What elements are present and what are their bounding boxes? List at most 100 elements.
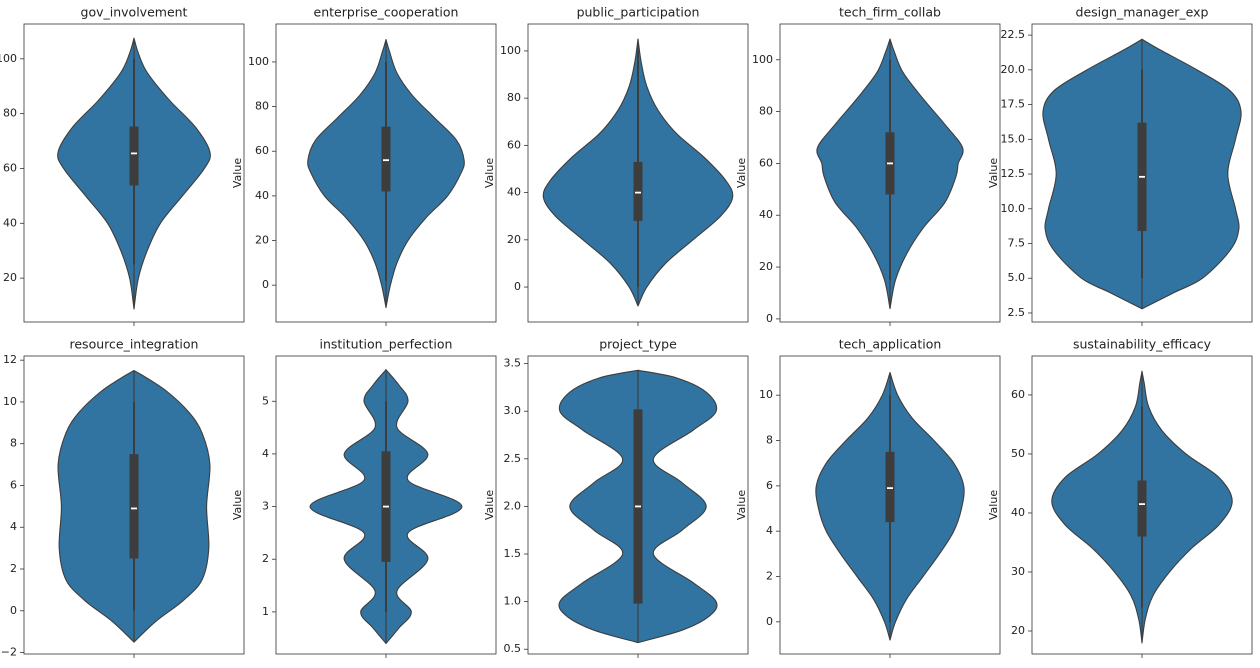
violin-right [1141, 370, 1233, 644]
violin-right [637, 369, 718, 644]
subplot: tech_application Value 0 2 4 6 8 10 [735, 337, 1001, 658]
y-tick-label: 30 [1011, 565, 1025, 578]
chart-title: gov_involvement [81, 5, 188, 20]
subplot: public_participation Value 0 20 40 60 80 100 [483, 5, 749, 326]
y-tick-label: 20 [1011, 624, 1025, 637]
y-tick-label: 4 [10, 520, 17, 533]
y-tick-label: 5.0 [1008, 271, 1026, 284]
violin-left [815, 371, 891, 641]
subplot: resource_integration Value −2 0 2 4 6 8 10 12 [1, 337, 245, 659]
y-tick-label: 60 [1011, 388, 1025, 401]
y-tick-label: 20 [3, 271, 17, 284]
y-tick-label: 60 [759, 156, 773, 169]
y-tick-label: 40 [507, 186, 521, 199]
chart-title: enterprise_cooperation [314, 5, 459, 20]
y-tick-label: 100 [248, 55, 269, 68]
y-tick-label: 0 [766, 312, 773, 325]
chart-title: sustainability_efficacy [1073, 337, 1212, 352]
y-tick-label: 3 [262, 500, 269, 513]
y-tick-label: 40 [255, 189, 269, 202]
y-tick-label: 80 [255, 100, 269, 113]
subplot: project_type Value 0.5 1.0 1.5 2.0 2.5 3.0 3.5 [483, 337, 749, 658]
y-axis-label: Value [987, 158, 1000, 188]
violin-left [542, 38, 639, 307]
box [633, 161, 643, 221]
y-tick-label: 2.5 [1008, 306, 1026, 319]
violin-right [133, 37, 211, 310]
y-tick-label: 0 [514, 280, 521, 293]
y-tick-label: 6 [766, 479, 773, 492]
chart-title: institution_perfection [320, 337, 453, 352]
y-axis-label: Value [231, 158, 244, 188]
y-tick-label: 100 [500, 44, 521, 57]
chart-title: tech_application [839, 337, 942, 352]
y-tick-label: 20 [255, 234, 269, 247]
y-tick-label: 6 [10, 478, 17, 491]
violin-left [558, 369, 639, 644]
y-tick-label: 3.5 [504, 357, 522, 370]
y-axis-label: Value [735, 490, 748, 520]
y-axis-label: Value [483, 158, 496, 188]
violin-right [133, 370, 211, 643]
y-tick-label: 10.0 [1001, 202, 1026, 215]
y-tick-label: 15.0 [1001, 132, 1026, 145]
violin-right [385, 369, 463, 645]
subplot: enterprise_cooperation Value 0 20 40 60 80 100 [231, 5, 497, 326]
y-tick-label: 40 [3, 216, 17, 229]
y-tick-label: 10 [759, 388, 773, 401]
y-axis-label: Value [483, 490, 496, 520]
y-tick-label: 80 [3, 107, 17, 120]
violin-left [309, 369, 387, 645]
violin-right [889, 38, 964, 310]
violin-right [385, 39, 465, 309]
y-axis-label: Value [735, 158, 748, 188]
y-tick-label: 2.5 [504, 452, 522, 465]
y-tick-label: 12.5 [1001, 167, 1026, 180]
y-tick-label: 20 [507, 233, 521, 246]
box [129, 126, 139, 186]
violin-left [307, 39, 387, 309]
y-tick-label: 8 [10, 437, 17, 450]
violin-right [637, 38, 734, 307]
y-tick-label: 2 [10, 562, 17, 575]
y-tick-label: 22.5 [1001, 28, 1026, 41]
y-axis-label: Value [987, 490, 1000, 520]
subplot: gov_involvement Value 20 40 60 80 100 [0, 5, 245, 326]
box [129, 454, 139, 559]
y-tick-label: 80 [759, 105, 773, 118]
subplot: design_manager_exp Value 2.5 5.0 7.5 10.0 12.5… [987, 5, 1253, 326]
y-tick-label: 1 [262, 605, 269, 618]
violin-left [57, 370, 135, 643]
y-tick-label: 100 [0, 52, 17, 65]
y-axis-label: Value [231, 490, 244, 520]
y-tick-label: 100 [752, 53, 773, 66]
y-tick-label: 0 [262, 278, 269, 291]
chart-title: resource_integration [70, 337, 199, 352]
y-tick-label: 5 [262, 394, 269, 407]
subplot: tech_firm_collab Value 0 20 40 60 80 100 [735, 5, 1001, 326]
y-tick-label: 2 [262, 552, 269, 565]
y-tick-label: 60 [255, 144, 269, 157]
chart-title: design_manager_exp [1076, 5, 1209, 20]
y-tick-label: 1.0 [504, 595, 522, 608]
violin-left [1042, 38, 1143, 310]
y-tick-label: 0 [766, 615, 773, 628]
chart-title: tech_firm_collab [839, 5, 941, 20]
violin-left [57, 37, 135, 310]
y-tick-label: 40 [759, 208, 773, 221]
subplot: institution_perfection Value 1 2 3 4 5 [231, 337, 497, 658]
y-tick-label: 0.5 [504, 642, 522, 655]
y-tick-label: 40 [1011, 506, 1025, 519]
y-tick-label: 20 [759, 260, 773, 273]
y-tick-label: 2 [766, 569, 773, 582]
box [1137, 480, 1147, 537]
chart-title: project_type [599, 337, 677, 352]
box [381, 126, 391, 192]
subplot: sustainability_efficacy Value 20 30 40 50 60 [987, 337, 1253, 658]
y-tick-label: 17.5 [1001, 98, 1026, 111]
y-tick-label: 60 [3, 161, 17, 174]
y-tick-label: 60 [507, 138, 521, 151]
y-tick-label: 0 [10, 604, 17, 617]
y-tick-label: 80 [507, 91, 521, 104]
